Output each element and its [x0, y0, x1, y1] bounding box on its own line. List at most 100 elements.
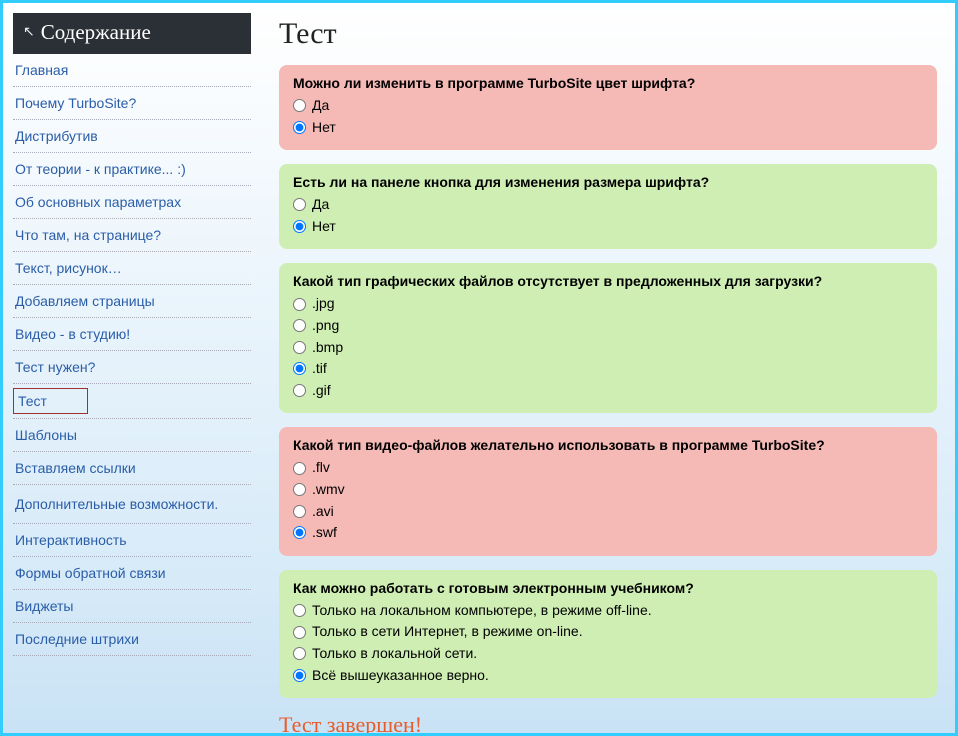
sidebar-header: ↖ Содержание — [13, 13, 251, 54]
option-radio[interactable] — [293, 604, 306, 617]
sidebar-item: Что там, на странице? — [13, 219, 251, 252]
option-radio[interactable] — [293, 526, 306, 539]
sidebar-link[interactable]: Дистрибутив — [13, 120, 251, 152]
sidebar-item: Тест нужен? — [13, 351, 251, 384]
sidebar-item: Добавляем страницы — [13, 285, 251, 318]
option[interactable]: Только на локальном компьютере, в режиме… — [293, 600, 923, 622]
sidebar-item: Вставляем ссылки — [13, 452, 251, 485]
option[interactable]: .flv — [293, 457, 923, 479]
option-radio[interactable] — [293, 483, 306, 496]
option[interactable]: Всё вышеуказанное верно. — [293, 665, 923, 687]
sidebar-link[interactable]: Почему TurboSite? — [13, 87, 251, 119]
option-radio[interactable] — [293, 220, 306, 233]
option[interactable]: .bmp — [293, 337, 923, 359]
result-block: Тест завершен! Всего вопросов: 5 Правиль… — [279, 712, 937, 733]
sidebar-item: Виджеты — [13, 590, 251, 623]
sidebar-item: Текст, рисунок… — [13, 252, 251, 285]
sidebar-item: Видео - в студию! — [13, 318, 251, 351]
option-radio[interactable] — [293, 121, 306, 134]
option[interactable]: Нет — [293, 216, 923, 238]
option-label: Нет — [312, 118, 336, 138]
option-radio[interactable] — [293, 462, 306, 475]
result-heading: Тест завершен! — [279, 712, 937, 733]
question-text: Какой тип графических файлов отсутствует… — [293, 273, 923, 289]
option-label: .bmp — [312, 338, 343, 358]
question-card: Есть ли на панеле кнопка для изменения р… — [279, 164, 937, 249]
sidebar-link[interactable]: Формы обратной связи — [13, 557, 251, 589]
sidebar-item: Дополнительные возможности. — [13, 485, 251, 524]
option-label: Только в сети Интернет, в режиме on-line… — [312, 622, 583, 642]
questions-container: Можно ли изменить в программе TurboSite … — [279, 65, 937, 698]
question-text: Какой тип видео-файлов желательно исполь… — [293, 437, 923, 453]
sidebar-link[interactable]: Дополнительные возможности. — [13, 485, 251, 523]
option-label: Да — [312, 96, 329, 116]
question-card: Какой тип графических файлов отсутствует… — [279, 263, 937, 413]
sidebar-item: Тест — [13, 384, 251, 419]
question-card: Как можно работать с готовым электронным… — [279, 570, 937, 698]
sidebar-nav: ГлавнаяПочему TurboSite?ДистрибутивОт те… — [13, 54, 251, 656]
sidebar-link[interactable]: Вставляем ссылки — [13, 452, 251, 484]
option[interactable]: .png — [293, 315, 923, 337]
option[interactable]: Только в локальной сети. — [293, 643, 923, 665]
sidebar-link[interactable]: Последние штрихи — [13, 623, 251, 655]
option[interactable]: Да — [293, 194, 923, 216]
sidebar-link[interactable]: Видео - в студию! — [13, 318, 251, 350]
sidebar-link[interactable]: Добавляем страницы — [13, 285, 251, 317]
option-radio[interactable] — [293, 669, 306, 682]
option-label: Только на локальном компьютере, в режиме… — [312, 601, 652, 621]
option[interactable]: .tif — [293, 358, 923, 380]
sidebar-item: Шаблоны — [13, 419, 251, 452]
question-card: Какой тип видео-файлов желательно исполь… — [279, 427, 937, 555]
sidebar-link[interactable]: Тест — [13, 388, 88, 414]
option-label: .flv — [312, 458, 330, 478]
option-label: .swf — [312, 523, 337, 543]
option[interactable]: Да — [293, 95, 923, 117]
sidebar-link[interactable]: Текст, рисунок… — [13, 252, 251, 284]
option-label: Нет — [312, 217, 336, 237]
sidebar-link[interactable]: Шаблоны — [13, 419, 251, 451]
option-label: Только в локальной сети. — [312, 644, 477, 664]
option[interactable]: .swf — [293, 522, 923, 544]
option-label: .avi — [312, 502, 334, 522]
option-radio[interactable] — [293, 319, 306, 332]
question-text: Как можно работать с готовым электронным… — [293, 580, 923, 596]
sidebar-item: Интерактивность — [13, 524, 251, 557]
option-label: .png — [312, 316, 339, 336]
sidebar-link[interactable]: От теории - к практике... :) — [13, 153, 251, 185]
option-label: .gif — [312, 381, 331, 401]
option-radio[interactable] — [293, 198, 306, 211]
sidebar-link[interactable]: Что там, на странице? — [13, 219, 251, 251]
option-radio[interactable] — [293, 362, 306, 375]
sidebar-item: Почему TurboSite? — [13, 87, 251, 120]
question-text: Есть ли на панеле кнопка для изменения р… — [293, 174, 923, 190]
option-label: Всё вышеуказанное верно. — [312, 666, 489, 686]
sidebar-link[interactable]: Виджеты — [13, 590, 251, 622]
option-radio[interactable] — [293, 384, 306, 397]
option-radio[interactable] — [293, 341, 306, 354]
option-radio[interactable] — [293, 505, 306, 518]
option[interactable]: .avi — [293, 501, 923, 523]
option[interactable]: Нет — [293, 117, 923, 139]
option[interactable]: .wmv — [293, 479, 923, 501]
app-frame: ↖ Содержание ГлавнаяПочему TurboSite?Дис… — [0, 0, 958, 736]
sidebar-item: Дистрибутив — [13, 120, 251, 153]
option[interactable]: Только в сети Интернет, в режиме on-line… — [293, 621, 923, 643]
sidebar-item: Формы обратной связи — [13, 557, 251, 590]
option[interactable]: .jpg — [293, 293, 923, 315]
option[interactable]: .gif — [293, 380, 923, 402]
option-radio[interactable] — [293, 99, 306, 112]
page-title: Тест — [279, 17, 937, 51]
sidebar-title: Содержание — [41, 20, 151, 45]
option-radio[interactable] — [293, 626, 306, 639]
sidebar-link[interactable]: Интерактивность — [13, 524, 251, 556]
main-content: Тест Можно ли изменить в программе Turbo… — [251, 3, 955, 733]
sidebar-link[interactable]: Тест нужен? — [13, 351, 251, 383]
sidebar-link[interactable]: Об основных параметрах — [13, 186, 251, 218]
sidebar-item: Об основных параметрах — [13, 186, 251, 219]
option-radio[interactable] — [293, 298, 306, 311]
option-radio[interactable] — [293, 647, 306, 660]
option-label: .jpg — [312, 294, 335, 314]
option-label: .tif — [312, 359, 327, 379]
sidebar-item: Последние штрихи — [13, 623, 251, 656]
sidebar-link[interactable]: Главная — [13, 54, 251, 86]
